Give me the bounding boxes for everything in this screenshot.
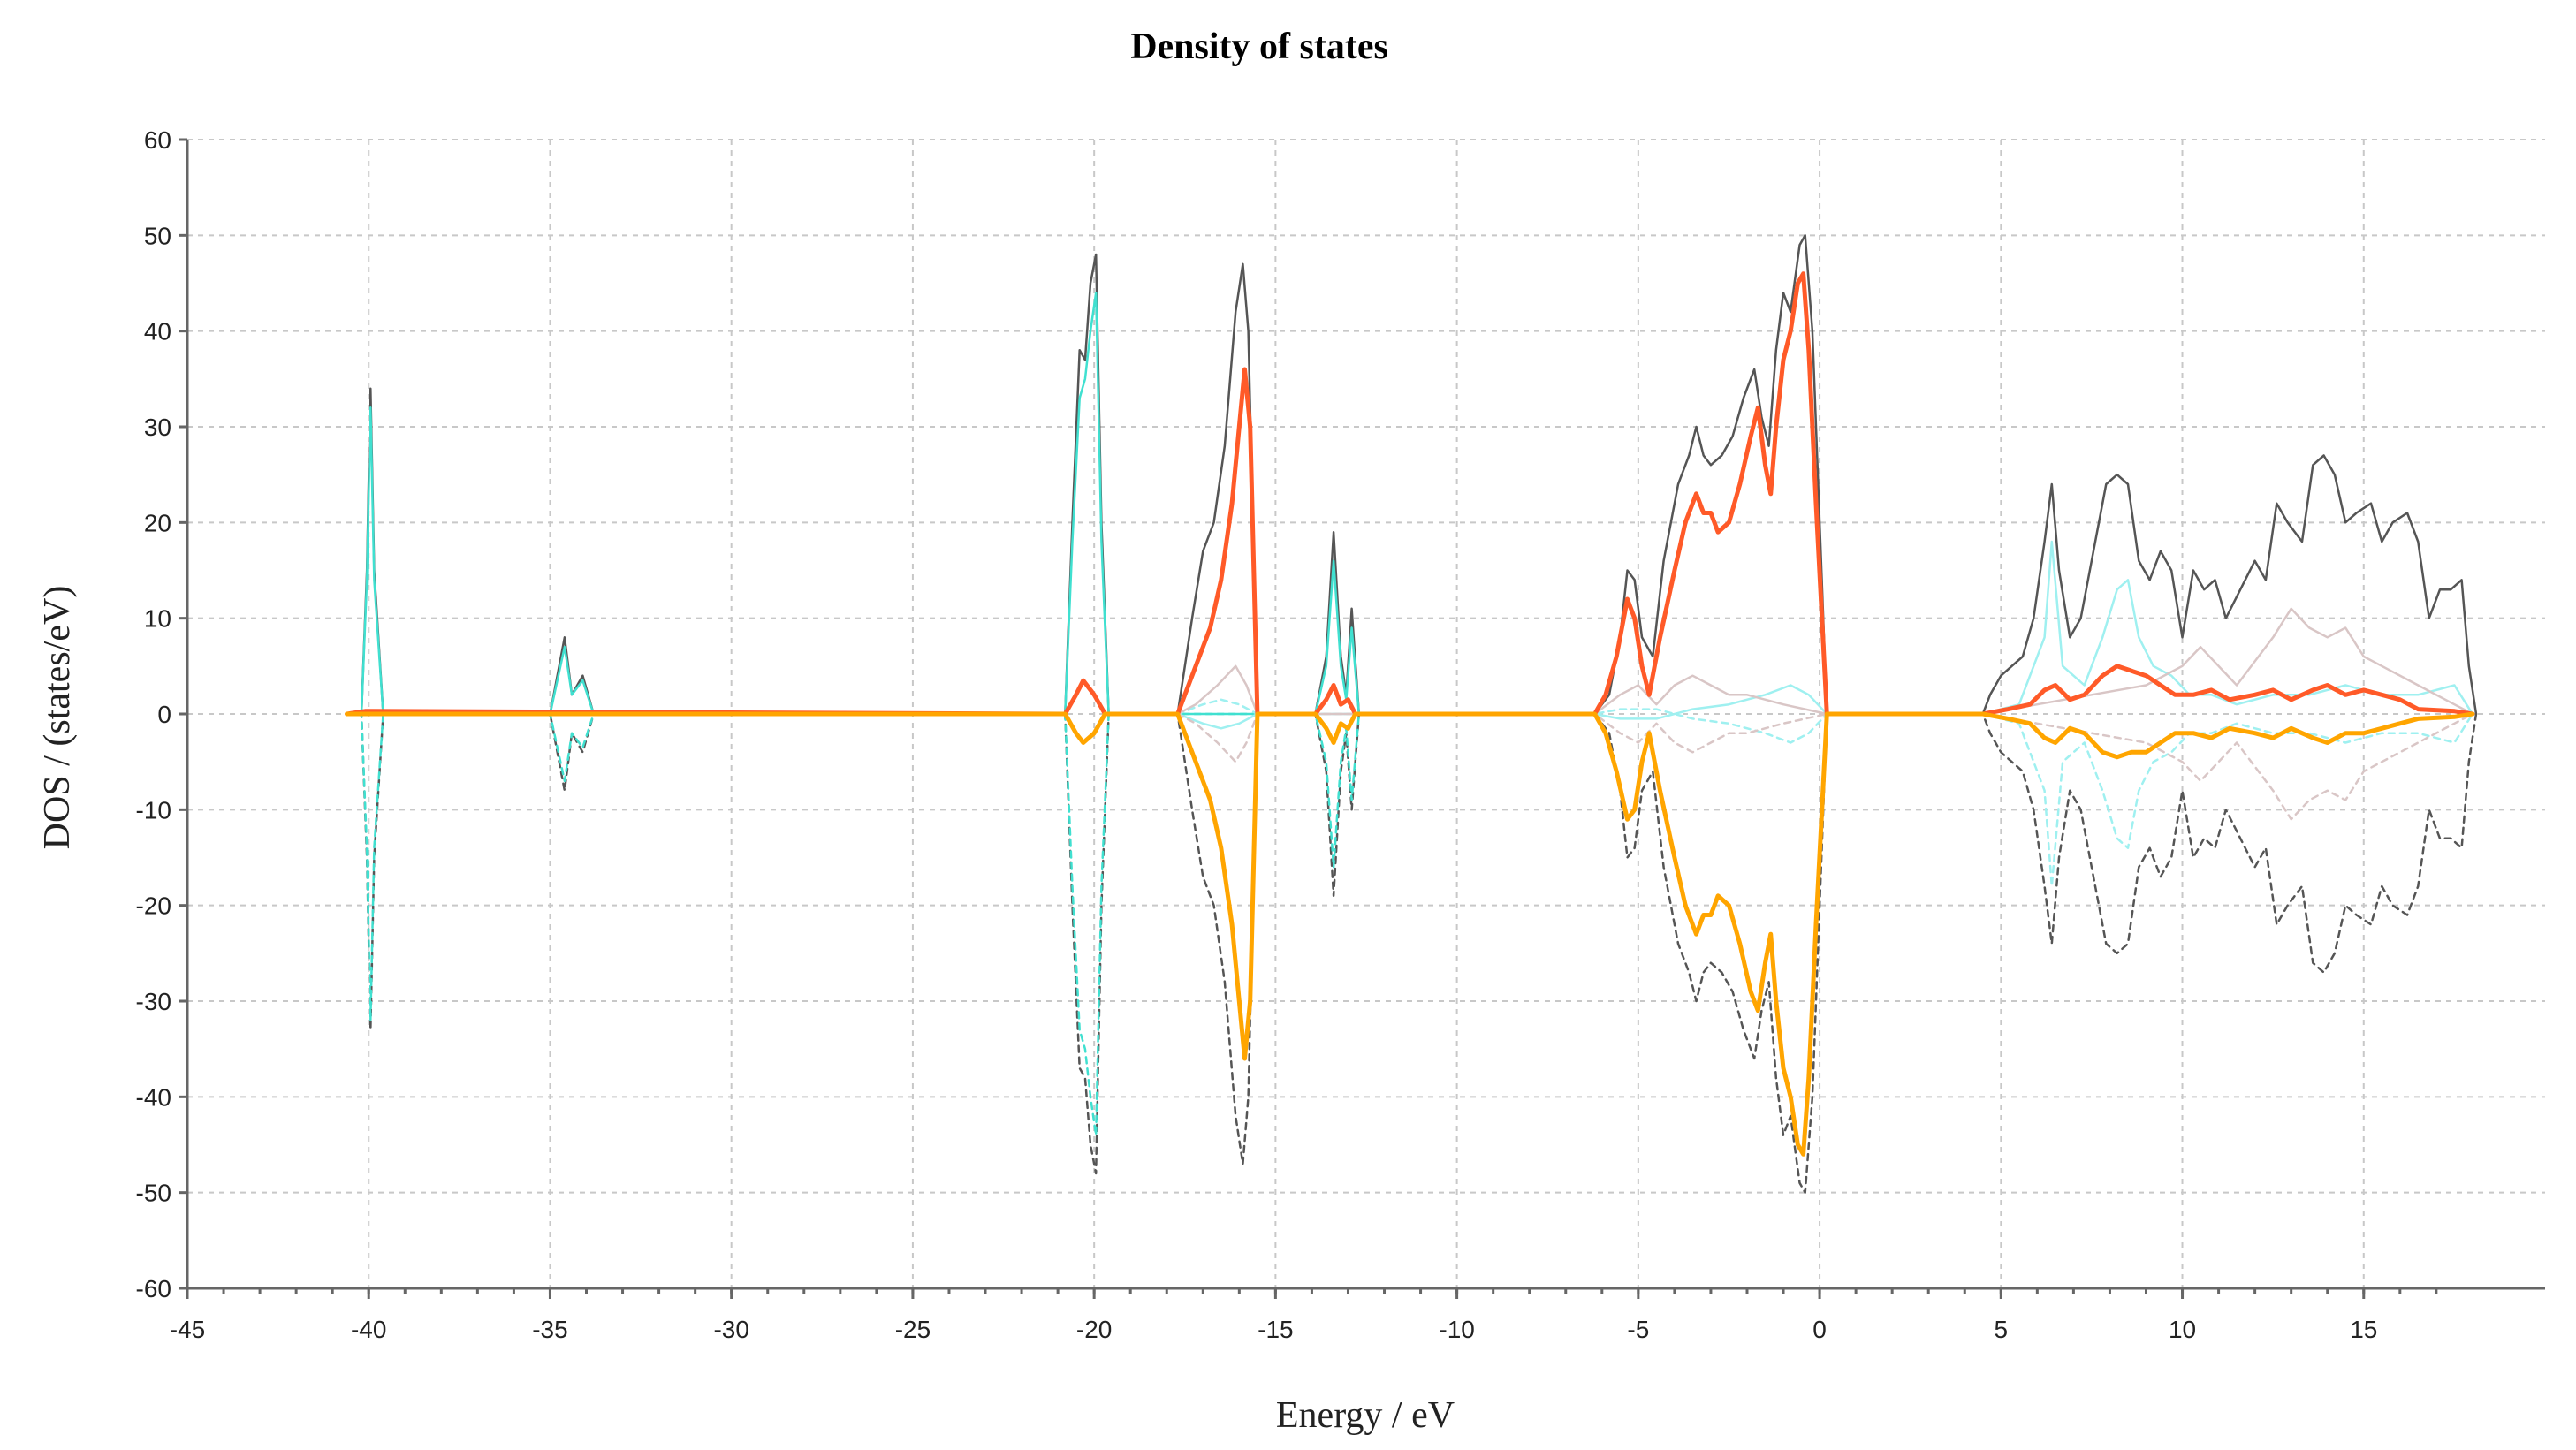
y-tick-label: 0: [157, 701, 171, 728]
x-tick-label: -5: [1627, 1316, 1649, 1343]
series-lines: [345, 234, 2478, 1194]
x-tick-label: -25: [895, 1316, 931, 1343]
y-tick-label: -40: [136, 1083, 171, 1111]
y-tick-label: -30: [136, 988, 171, 1015]
x-tick-label: -35: [532, 1316, 567, 1343]
chart-title: Density of states: [1130, 27, 1388, 67]
series-line-total-down: [346, 712, 2478, 1194]
x-tick-label: 10: [2169, 1316, 2196, 1343]
series-line-spin-down-projected: [345, 711, 2475, 1157]
y-tick-label: -10: [136, 796, 171, 824]
series-line-total-up: [346, 234, 2478, 716]
x-tick-label: 5: [1995, 1316, 2009, 1343]
y-tick-label: -20: [136, 892, 171, 920]
x-tick-label: -30: [713, 1316, 748, 1343]
x-tick-label: 15: [2350, 1316, 2377, 1343]
y-tick-label: 30: [144, 414, 171, 441]
x-tick-labels: -45 -40 -35 -30 -25 -20 -15 -10 -5 0 5 10 15: [170, 1316, 2378, 1343]
y-tick-label: 60: [144, 126, 171, 154]
x-tick-label: -20: [1076, 1316, 1112, 1343]
series-line-s-up: [346, 292, 1361, 716]
x-tick-label: -10: [1439, 1316, 1474, 1343]
y-tick-label: -60: [136, 1275, 171, 1302]
y-tick-labels: 60 50 40 30 20 10 0 -10 -20 -30 -40 -50 -60: [136, 126, 171, 1302]
y-tick-label: 10: [144, 605, 171, 633]
series-line-s-down: [346, 712, 1361, 1136]
series-line-spin-up-projected: [345, 271, 2475, 717]
x-tick-label: 0: [1812, 1316, 1827, 1343]
y-axis-label: DOS / (states/eV): [37, 586, 78, 850]
y-tick-label: 50: [144, 222, 171, 249]
x-tick-label: -15: [1258, 1316, 1293, 1343]
y-tick-label: 40: [144, 318, 171, 345]
y-tick-label: -50: [136, 1180, 171, 1207]
axes: [179, 138, 2545, 1299]
y-tick-label: 20: [144, 509, 171, 536]
x-tick-label: -45: [170, 1316, 205, 1343]
x-tick-label: -40: [351, 1316, 386, 1343]
x-axis-label: Energy / eV: [1276, 1395, 1455, 1436]
